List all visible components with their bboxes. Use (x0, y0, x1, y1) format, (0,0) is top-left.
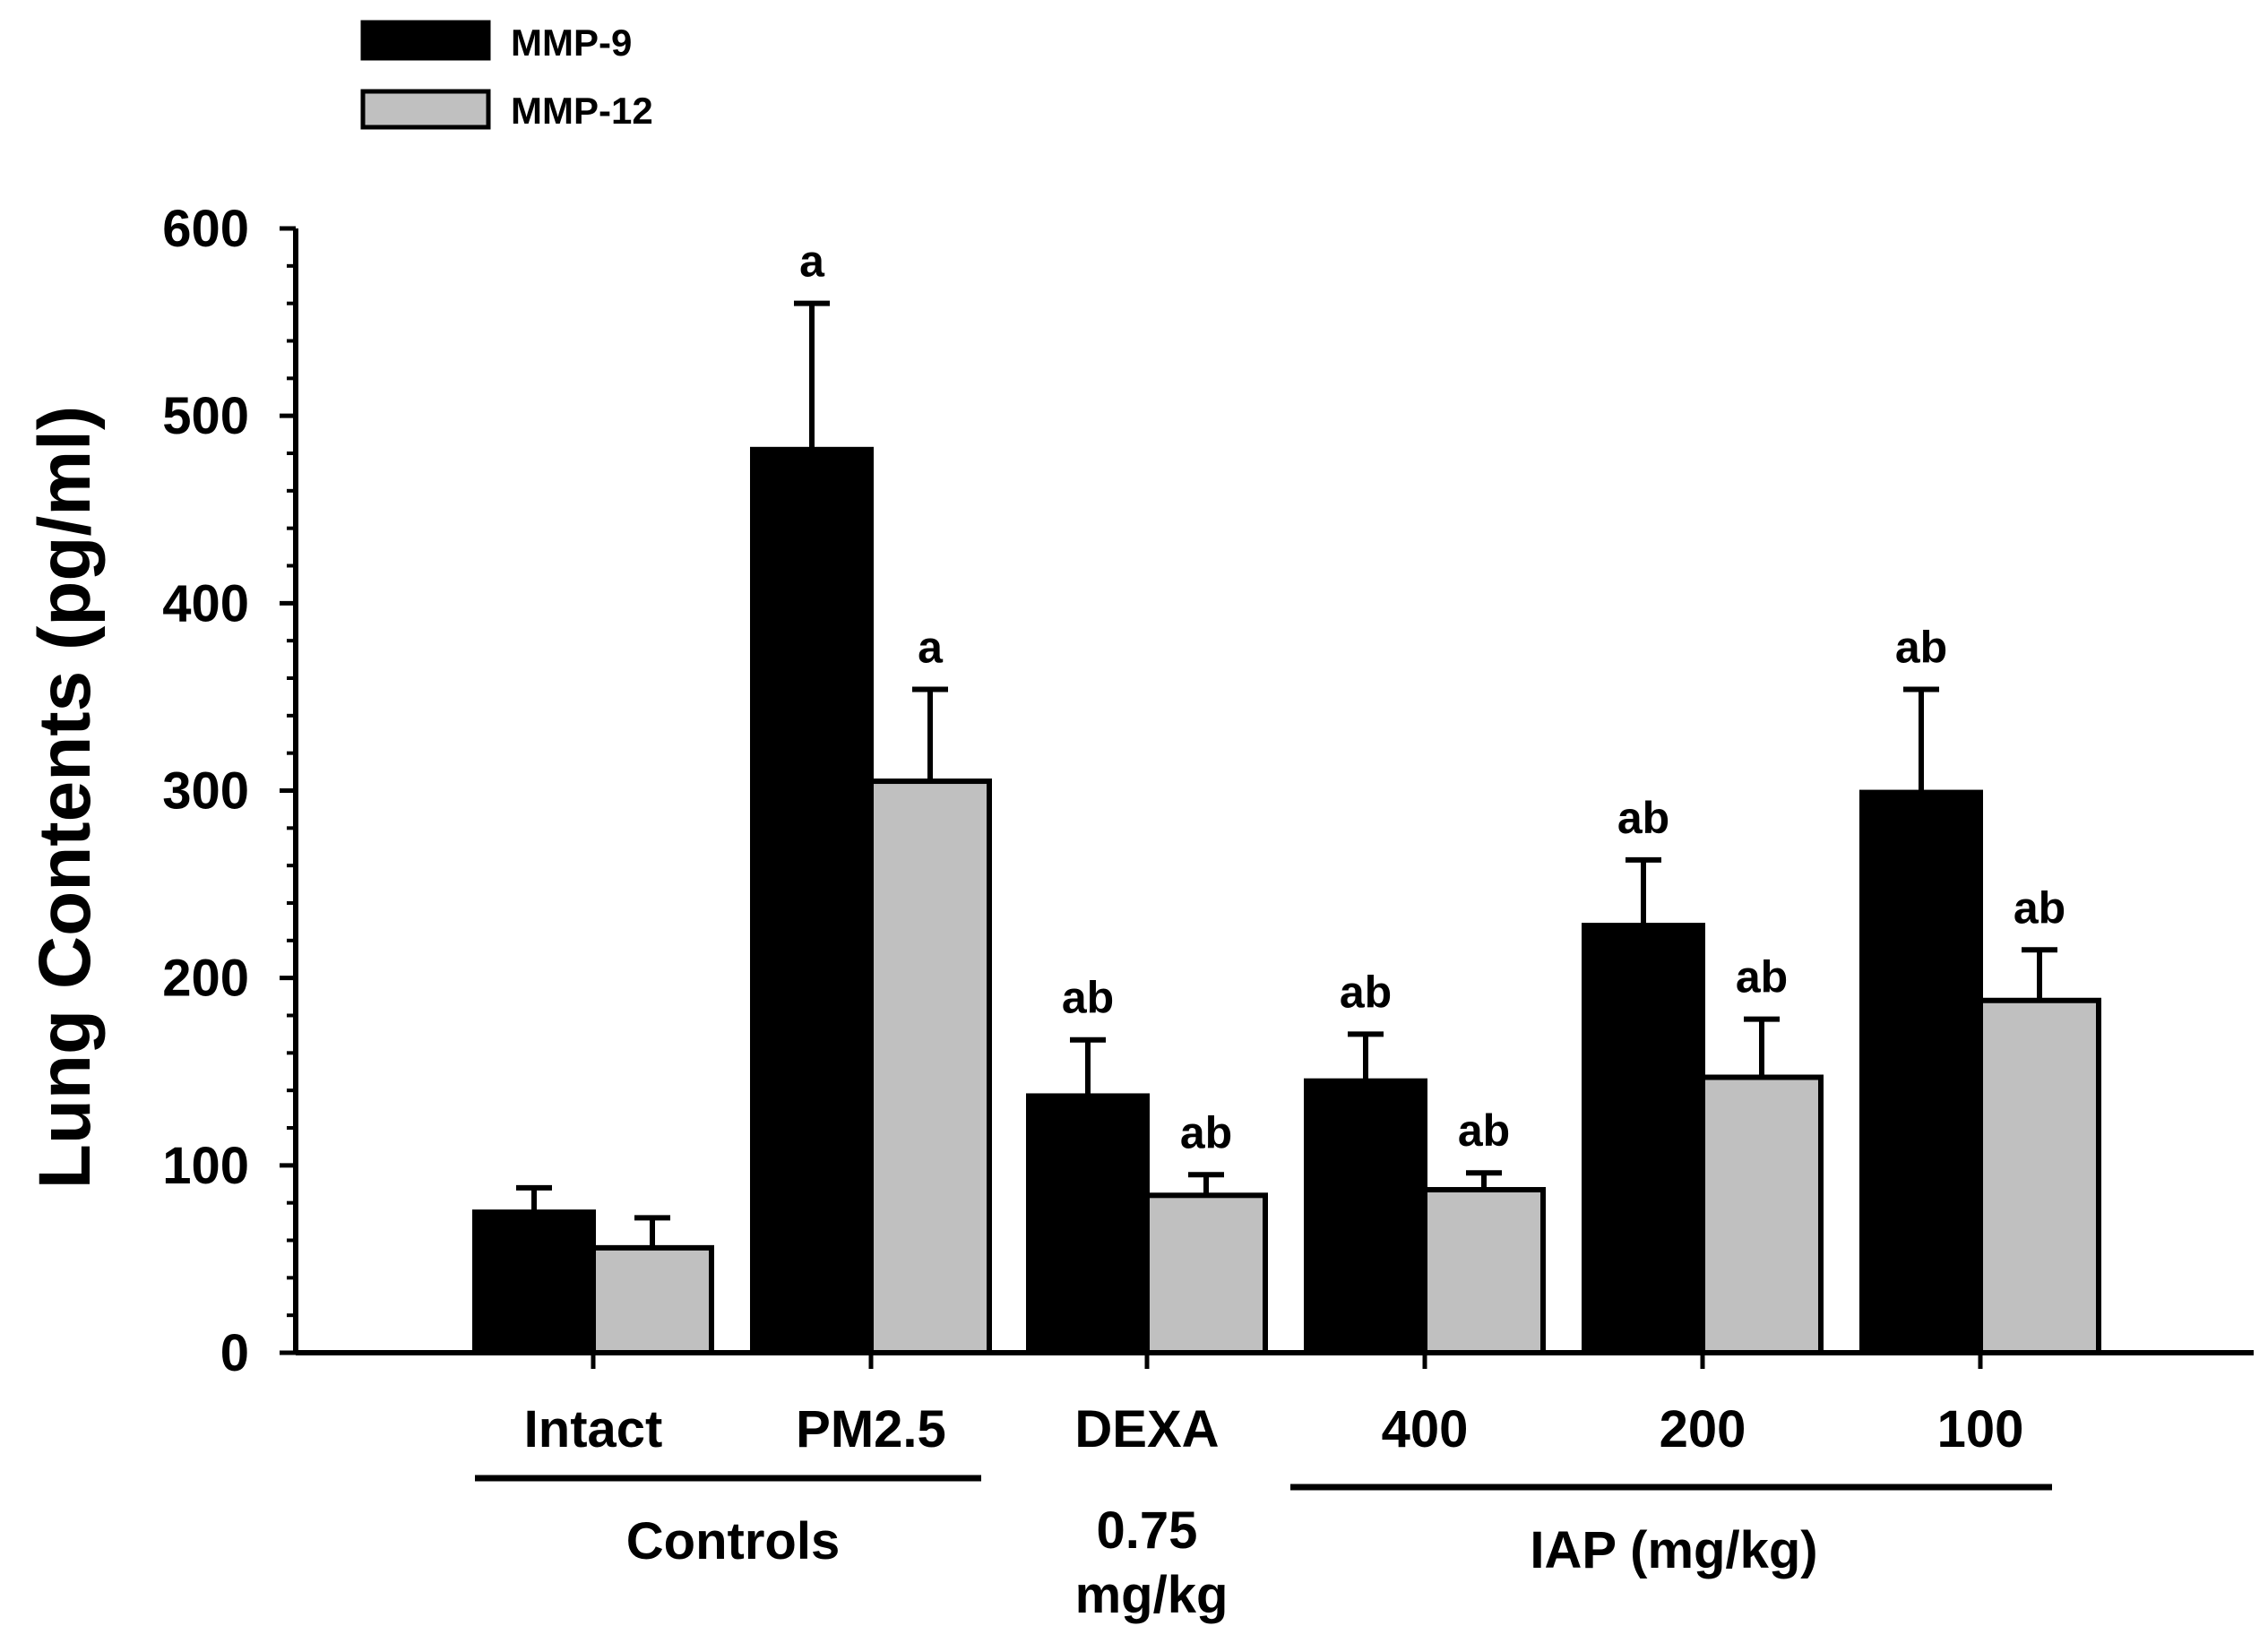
iap-group-label: IAP (mg/kg) (1530, 1521, 1817, 1579)
significance-label: ab (1617, 793, 1669, 843)
y-tick-label: 0 (220, 1324, 249, 1382)
bar-mmp-9-200 (1582, 923, 1705, 1355)
x-category-label: 400 (1382, 1400, 1469, 1458)
significance-label: ab (1458, 1105, 1510, 1156)
y-axis-ticks: 0 100 200 300 400 500 600 (162, 200, 296, 1382)
significance-label: ab (1895, 623, 1947, 673)
dexa-sublabel-line-1: 0.75 (1097, 1501, 1198, 1560)
y-tick-label: 600 (162, 200, 249, 258)
significance-label: ab (1062, 973, 1114, 1023)
significance-label: ab (1180, 1107, 1232, 1157)
y-axis-label: Lung Contents (pg/ml) (24, 406, 106, 1190)
y-tick-label: 500 (162, 387, 249, 445)
bar-mmp-12-200 (1700, 1074, 1824, 1356)
y-tick-label: 300 (162, 762, 249, 821)
bar-mmp-12-dexa (1144, 1192, 1268, 1356)
y-tick-label: 200 (162, 950, 249, 1008)
y-tick-label: 400 (162, 574, 249, 632)
controls-group-label: Controls (626, 1512, 840, 1570)
significance-label: a (918, 623, 944, 673)
significance-label: ab (2014, 882, 2065, 933)
x-category-label: PM2.5 (796, 1400, 946, 1458)
legend: MMP-9 MMP-12 (360, 20, 653, 132)
legend-label-mmp-9: MMP-9 (511, 22, 632, 64)
bar-mmp-9-intact (472, 1209, 596, 1355)
bar-mmp-12-100 (1978, 997, 2101, 1356)
x-category-label: Intact (524, 1400, 663, 1458)
dexa-sublabel-line-2: mg/kg (1075, 1566, 1229, 1624)
significance-label: ab (1340, 967, 1392, 1017)
x-category-label: 200 (1660, 1400, 1746, 1458)
bars: a a ab ab ab ab ab ab ab ab (472, 237, 2101, 1356)
bar-mmp-9-dexa (1026, 1093, 1150, 1355)
bar-mmp-9-100 (1859, 789, 1983, 1355)
x-category-label: DEXA (1074, 1400, 1219, 1458)
bar-mmp-9-pm25 (750, 446, 874, 1356)
legend-swatch-mmp-12 (360, 89, 491, 130)
significance-label: ab (1736, 952, 1788, 1002)
significance-label: a (799, 237, 825, 287)
x-category-label: 100 (1937, 1400, 2024, 1458)
y-tick-label: 100 (162, 1137, 249, 1195)
bar-mmp-12-intact (591, 1244, 714, 1356)
bar-mmp-9-400 (1304, 1078, 1427, 1356)
bar-mmp-12-pm25 (868, 778, 992, 1355)
legend-label-mmp-12: MMP-12 (511, 90, 653, 132)
legend-swatch-mmp-9 (360, 20, 491, 61)
x-axis-categories: Intact PM2.5 DEXA 400 200 100 (524, 1353, 2024, 1458)
bar-mmp-12-400 (1422, 1187, 1546, 1356)
